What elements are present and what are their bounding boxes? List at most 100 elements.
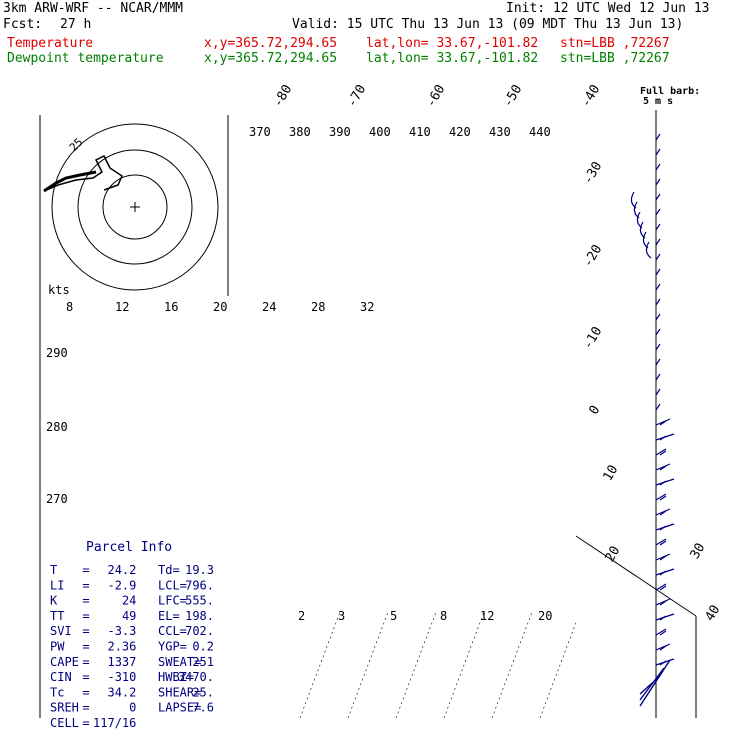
parcel-stat-sep: =	[82, 716, 89, 730]
theta-label: 270	[46, 492, 68, 506]
hodograph-unit-label: kts	[48, 283, 70, 297]
wind-barb	[655, 208, 661, 216]
wind-barb	[655, 553, 671, 561]
wind-barb	[655, 163, 661, 171]
parcel-stat-key: LFC=	[158, 594, 187, 608]
wind-barb	[655, 223, 661, 231]
isotherm-tick-label: -30	[581, 159, 606, 187]
parcel-stat-key: K	[50, 594, 58, 608]
parcel-stat-key: CIN	[50, 670, 72, 684]
legend-temperature: Temperature	[7, 36, 94, 51]
parcel-stat-key: YGP=	[158, 640, 187, 654]
parcel-stat-value: 19.3	[185, 563, 214, 577]
wind-barb	[655, 508, 671, 516]
hodograph-trace	[43, 170, 97, 193]
dewpoint-station: stn=LBB ,72267	[560, 51, 670, 66]
parcel-stat-value: -3.3	[107, 624, 136, 638]
parcel-stat-sep: =	[82, 670, 89, 684]
parcel-stat-key: TT	[50, 609, 64, 623]
wind-barb	[655, 418, 671, 426]
hodograph-ring	[51, 123, 219, 291]
parcel-stat-value: -2.9	[107, 578, 136, 592]
parcel-stat-sep: =	[82, 685, 89, 699]
temperature-station: stn=LBB ,72267	[560, 36, 670, 51]
parcel-stat-value: 198.	[185, 609, 214, 623]
forecast-hour: 27 h	[60, 17, 92, 32]
parcel-stat-value: 24.2	[107, 563, 136, 577]
hodograph-ring-label: 25	[67, 136, 86, 155]
grid-frame-line	[575, 535, 697, 617]
mixing-ratio-label: 20	[538, 609, 552, 623]
parcel-stat-value: -310	[107, 670, 136, 684]
isotherm-tick-label: -80	[271, 82, 296, 110]
parcel-stat-sep: =	[82, 655, 89, 669]
isotherm-tick-label: -40	[579, 82, 604, 110]
wind-barb	[655, 313, 661, 321]
wind-barb	[655, 523, 675, 531]
parcel-stat-value: 1337	[107, 655, 136, 669]
mixing-ratio-line	[395, 611, 437, 718]
wind-barb	[655, 643, 671, 651]
wind-barb	[655, 358, 661, 366]
mixing-ratio-label: 5	[390, 609, 397, 623]
parcel-stat-sep: =	[82, 701, 89, 715]
parcel-stat-value: 2.36	[107, 640, 136, 654]
parcel-info-panel: Parcel Info T 24.2 Td= 19.3 = LI -2.9 LCL=796. = K…	[50, 540, 214, 730]
mixing-ratio-label: 3	[338, 609, 345, 623]
barb-legend-value: 5 m s	[643, 96, 673, 107]
wind-barb	[655, 268, 661, 276]
parcel-stat-value: 555.	[185, 594, 214, 608]
parcel-stat-key: CCL=	[158, 624, 187, 638]
wind-barb	[655, 373, 661, 381]
init-time: Init: 12 UTC Wed 12 Jun 13	[506, 1, 710, 16]
isotherm-tick-label: -70	[345, 82, 370, 110]
forecast-label: Fcst:	[3, 17, 43, 32]
wind-barb	[655, 583, 667, 591]
theta-label: 380	[289, 125, 311, 139]
wind-barb	[655, 298, 661, 306]
wind-barb	[655, 463, 671, 471]
wind-barbs	[630, 133, 675, 707]
parcel-stat-value: 34.2	[107, 685, 136, 699]
hodograph-speed-label: 28	[311, 300, 325, 314]
isotherm-tick-label: -50	[501, 82, 526, 110]
temperature-latlon: lat,lon= 33.67,-101.82	[366, 36, 539, 51]
isotherm-tick-label: -20	[581, 242, 606, 270]
parcel-stat-value: 117/16	[93, 716, 136, 730]
parcel-stat-key: SVI	[50, 624, 72, 638]
hodograph-speed-label: 8	[66, 300, 73, 314]
isotherm-tick-label: 40	[703, 603, 724, 624]
wind-barb	[655, 433, 675, 441]
hodograph-speed-label: 24	[262, 300, 276, 314]
hodograph-speed-label: 16	[164, 300, 178, 314]
wind-barb	[655, 133, 661, 141]
wind-barb	[655, 478, 675, 486]
mixing-ratio-line	[491, 611, 533, 718]
wind-barb	[655, 403, 661, 411]
parcel-stat-sep: =	[82, 578, 89, 592]
temperature-xy: x,y=365.72,294.65	[204, 36, 338, 51]
hodograph-speed-label: 12	[115, 300, 129, 314]
grid-layer	[39, 110, 697, 718]
dewpoint-latlon: lat,lon= 33.67,-101.82	[366, 51, 539, 66]
wind-barb	[645, 241, 652, 259]
isotherm-tick-label: -10	[581, 324, 606, 352]
parcel-stat-value: 49	[122, 609, 136, 623]
wind-barb	[655, 283, 661, 291]
parcel-stat-key: CELL	[50, 716, 79, 730]
mixing-ratio-line	[443, 611, 485, 718]
parcel-stat-key: HWBZ=	[158, 670, 194, 684]
parcel-stat-sep: =	[82, 563, 89, 577]
parcel-stat-value: 0	[129, 701, 136, 715]
theta-label: 390	[329, 125, 351, 139]
parcel-stat-key: LI	[50, 578, 64, 592]
isotherm-tick-label: 30	[688, 541, 709, 562]
parcel-stat-key: T	[50, 563, 57, 577]
wind-barb	[655, 253, 661, 261]
parcel-stat-value: 796.	[185, 578, 214, 592]
wind-barb	[655, 493, 667, 501]
parcel-stat-sep: =	[82, 624, 89, 638]
wind-barb	[655, 658, 675, 666]
isotherm-tick-label: 0	[587, 403, 604, 417]
